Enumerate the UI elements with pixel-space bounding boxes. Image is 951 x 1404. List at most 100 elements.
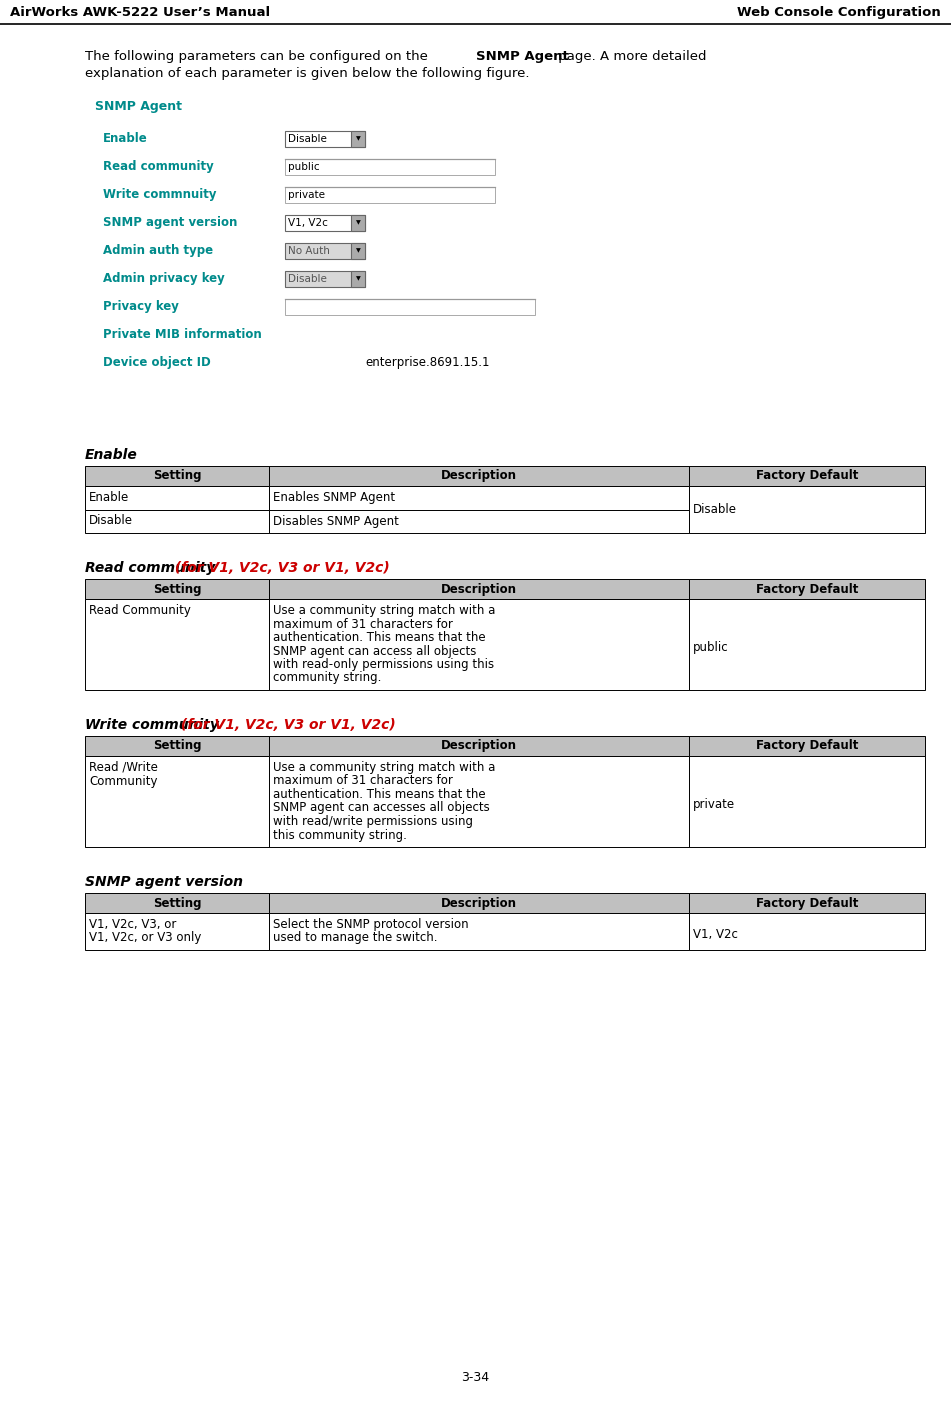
- Text: page. A more detailed: page. A more detailed: [554, 51, 707, 63]
- Bar: [689, 466, 925, 486]
- Text: public: public: [693, 640, 728, 654]
- Text: maximum of 31 characters for: maximum of 31 characters for: [273, 775, 453, 788]
- Bar: [85, 755, 269, 847]
- Text: Factory Default: Factory Default: [756, 469, 858, 483]
- Text: SNMP agent can access all objects: SNMP agent can access all objects: [273, 644, 476, 657]
- Bar: [269, 736, 689, 755]
- Bar: [285, 215, 365, 232]
- Text: with read-only permissions using this: with read-only permissions using this: [273, 658, 495, 671]
- Text: explanation of each parameter is given below the following figure.: explanation of each parameter is given b…: [85, 67, 530, 80]
- Text: Device object ID: Device object ID: [103, 357, 211, 369]
- Bar: [85, 510, 269, 534]
- Text: this community string.: this community string.: [273, 828, 407, 841]
- Text: Description: Description: [441, 583, 517, 595]
- Text: Description: Description: [441, 469, 517, 483]
- Text: private: private: [693, 797, 735, 810]
- Text: Read community: Read community: [85, 562, 215, 576]
- Text: public: public: [288, 161, 320, 173]
- Text: with read/write permissions using: with read/write permissions using: [273, 814, 473, 828]
- Text: Privacy key: Privacy key: [103, 300, 179, 313]
- Text: Disable: Disable: [693, 503, 737, 517]
- Bar: [269, 466, 689, 486]
- Text: Write commnuity: Write commnuity: [103, 188, 217, 201]
- Text: Admin privacy key: Admin privacy key: [103, 272, 224, 285]
- Text: Disable: Disable: [89, 514, 133, 528]
- Bar: [689, 486, 925, 534]
- Bar: [85, 736, 269, 755]
- Bar: [85, 600, 269, 689]
- Text: (for V1, V2c, V3 or V1, V2c): (for V1, V2c, V3 or V1, V2c): [170, 562, 390, 576]
- Text: V1, V2c: V1, V2c: [693, 928, 738, 941]
- Text: Admin auth type: Admin auth type: [103, 244, 213, 257]
- Text: Enables SNMP Agent: Enables SNMP Agent: [273, 491, 395, 504]
- Text: authentication. This means that the: authentication. This means that the: [273, 788, 486, 802]
- Text: enterprise.8691.15.1: enterprise.8691.15.1: [365, 357, 490, 369]
- Bar: [285, 131, 365, 147]
- Text: ▼: ▼: [356, 136, 360, 142]
- Bar: [85, 913, 269, 951]
- Text: used to manage the switch.: used to manage the switch.: [273, 931, 437, 945]
- Text: No Auth: No Auth: [288, 246, 330, 256]
- Bar: [269, 600, 689, 689]
- Text: Factory Default: Factory Default: [756, 897, 858, 910]
- Text: V1, V2c, V3, or: V1, V2c, V3, or: [89, 918, 176, 931]
- Bar: [269, 913, 689, 951]
- Text: Enable: Enable: [89, 491, 129, 504]
- Text: AirWorks AWK-5222 User’s Manual: AirWorks AWK-5222 User’s Manual: [10, 6, 270, 20]
- Text: SNMP agent version: SNMP agent version: [103, 216, 238, 229]
- Text: The following parameters can be configured on the: The following parameters can be configur…: [85, 51, 432, 63]
- Bar: [85, 578, 269, 600]
- Text: Description: Description: [441, 740, 517, 753]
- Bar: [269, 578, 689, 600]
- Bar: [689, 755, 925, 847]
- Text: SNMP agent can accesses all objects: SNMP agent can accesses all objects: [273, 802, 490, 814]
- Bar: [269, 486, 689, 510]
- Bar: [269, 893, 689, 913]
- Text: Community: Community: [89, 775, 158, 788]
- Text: maximum of 31 characters for: maximum of 31 characters for: [273, 618, 453, 630]
- Text: Read community: Read community: [103, 160, 214, 173]
- Text: 3-34: 3-34: [461, 1370, 489, 1384]
- Text: SNMP Agent: SNMP Agent: [95, 100, 182, 112]
- Bar: [285, 299, 535, 314]
- Text: Setting: Setting: [153, 897, 202, 910]
- Text: Enable: Enable: [85, 448, 138, 462]
- Text: authentication. This means that the: authentication. This means that the: [273, 630, 486, 644]
- Bar: [269, 510, 689, 534]
- Text: Enable: Enable: [103, 132, 147, 145]
- Bar: [285, 271, 365, 286]
- Text: SNMP Agent: SNMP Agent: [476, 51, 569, 63]
- Bar: [85, 466, 269, 486]
- Text: Factory Default: Factory Default: [756, 583, 858, 595]
- Bar: [689, 736, 925, 755]
- Text: Write community: Write community: [85, 717, 219, 731]
- Text: Setting: Setting: [153, 583, 202, 595]
- Bar: [285, 159, 495, 176]
- Text: Disable: Disable: [288, 133, 327, 145]
- Text: Private MIB information: Private MIB information: [103, 329, 262, 341]
- Bar: [351, 271, 365, 286]
- Bar: [351, 215, 365, 232]
- Text: ▼: ▼: [356, 277, 360, 281]
- Text: SNMP agent version: SNMP agent version: [85, 875, 243, 889]
- Text: Description: Description: [441, 897, 517, 910]
- Bar: [689, 893, 925, 913]
- Text: Read Community: Read Community: [89, 604, 191, 616]
- Text: Read /Write: Read /Write: [89, 761, 158, 774]
- Text: ▼: ▼: [356, 249, 360, 254]
- Text: (for V1, V2c, V3 or V1, V2c): (for V1, V2c, V3 or V1, V2c): [177, 717, 397, 731]
- Text: V1, V2c: V1, V2c: [288, 218, 328, 227]
- Text: private: private: [288, 190, 325, 199]
- Bar: [269, 755, 689, 847]
- Text: Setting: Setting: [153, 740, 202, 753]
- Bar: [689, 913, 925, 951]
- Bar: [689, 578, 925, 600]
- Text: Web Console Configuration: Web Console Configuration: [737, 6, 941, 20]
- Bar: [285, 187, 495, 204]
- Text: ▼: ▼: [356, 220, 360, 226]
- Text: Factory Default: Factory Default: [756, 740, 858, 753]
- Bar: [85, 486, 269, 510]
- Text: community string.: community string.: [273, 671, 381, 685]
- Text: Setting: Setting: [153, 469, 202, 483]
- Bar: [351, 131, 365, 147]
